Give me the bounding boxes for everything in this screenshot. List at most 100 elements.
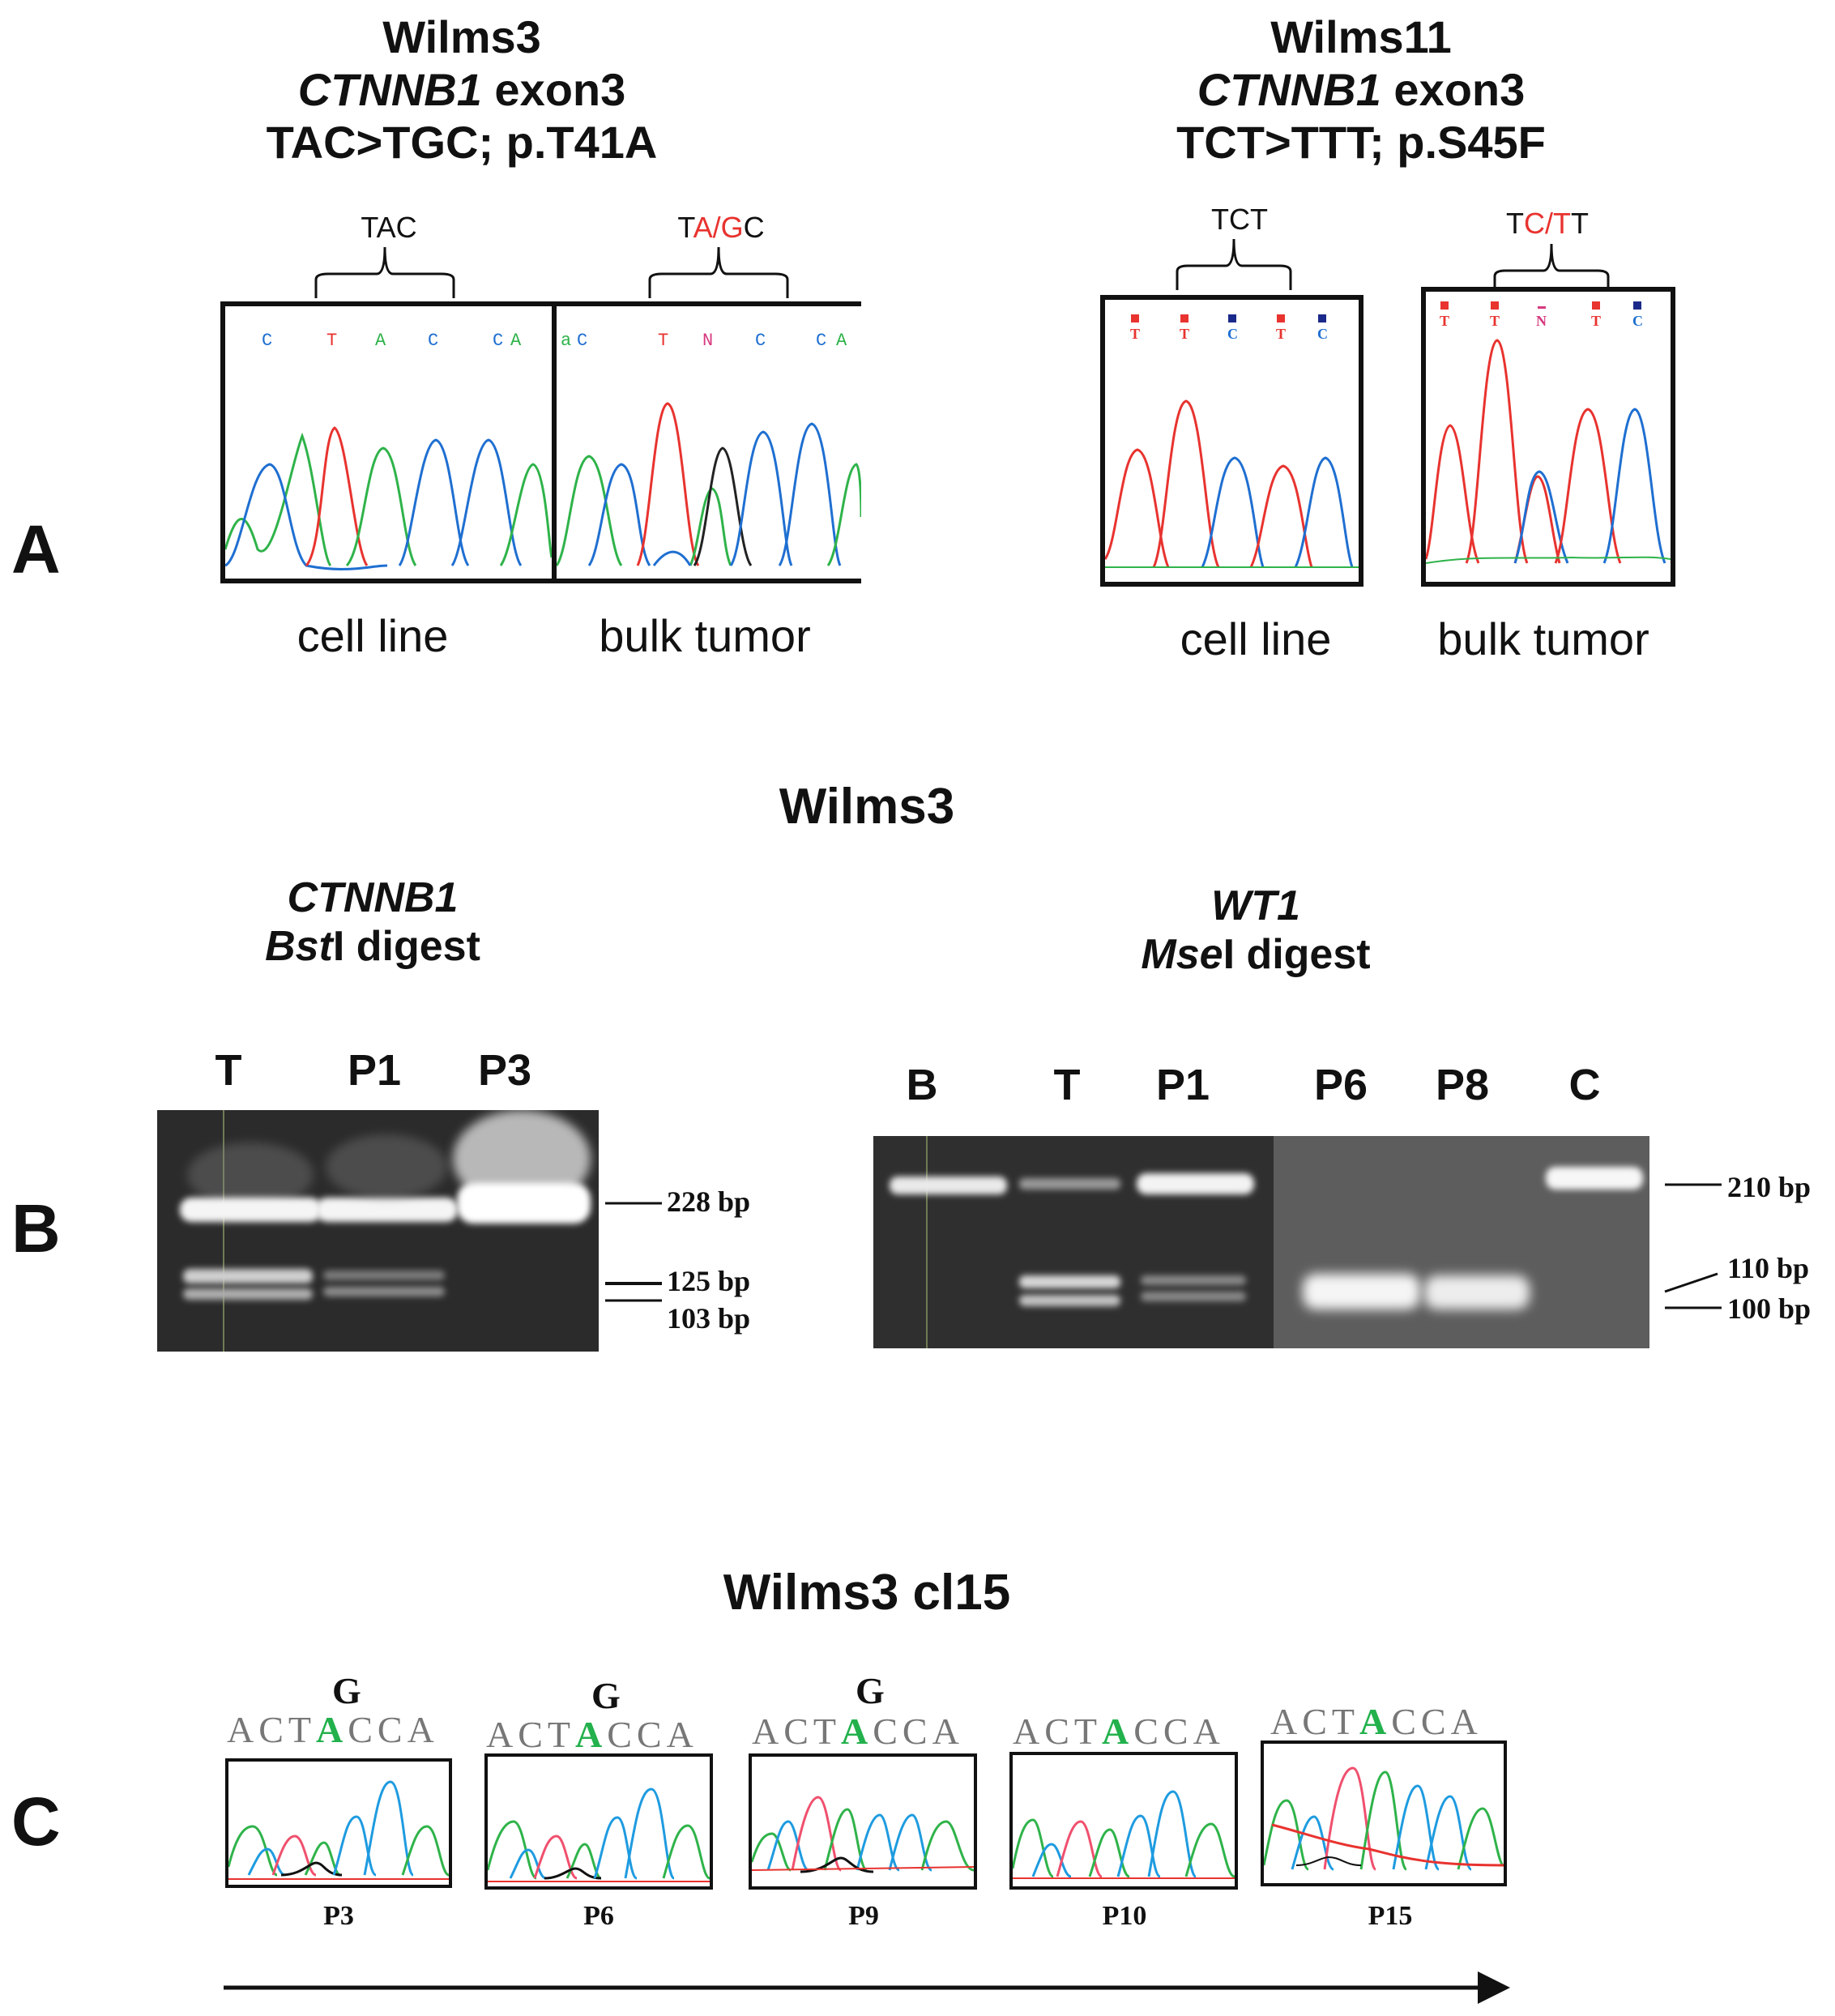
marker-110bp: 110 bp xyxy=(1727,1252,1810,1284)
codon-bracket xyxy=(648,246,789,298)
panel-b-heading: Wilms3 xyxy=(779,779,955,835)
codon-bracket xyxy=(1493,243,1610,295)
base-calls: a C T N C C A xyxy=(561,331,847,351)
codon-label-bulk-tumor: TA/GC xyxy=(677,211,765,244)
marker-103bp: 103 bp xyxy=(667,1302,751,1335)
svg-text:C: C xyxy=(428,331,438,351)
svg-text:C: C xyxy=(1317,326,1328,342)
chromatogram-wilms3-bulk-tumor: a C T N C C A xyxy=(552,301,861,583)
codon-label-cell-line: TAC xyxy=(361,211,417,244)
gene-exon: CTNNB1 exon3 xyxy=(1197,63,1526,115)
variant-base-g: G xyxy=(856,1670,885,1711)
svg-text:C: C xyxy=(1227,326,1238,342)
chromatogram-p9 xyxy=(749,1753,977,1890)
chromatogram-p10 xyxy=(1009,1752,1238,1890)
svg-text:T: T xyxy=(1440,313,1449,329)
passage-timeline-arrow xyxy=(224,1971,1510,2004)
chromatogram-wilms11-cell-line: T T C T C xyxy=(1100,295,1363,587)
svg-text:C: C xyxy=(577,331,587,351)
mutation-label: TAC>TGC; p.T41A xyxy=(266,116,658,168)
svg-text:T: T xyxy=(1490,313,1500,329)
sample-name: Wilms3 xyxy=(382,11,541,62)
caption-bulk-tumor: bulk tumor xyxy=(1437,613,1649,664)
chromatogram-wilms3-cell-line: C T A C C A xyxy=(220,301,557,583)
base-calls: C T A C C A xyxy=(262,331,522,351)
lane-label-t: T xyxy=(215,1046,242,1095)
panel-c-letter: C xyxy=(11,1783,61,1860)
svg-text:a: a xyxy=(561,331,571,351)
marker-100bp: 100 bp xyxy=(1727,1292,1812,1325)
passage-label-p10: P10 xyxy=(1102,1901,1147,1931)
gel-ctnnb1-bsti xyxy=(157,1110,599,1352)
lane-label-p8: P8 xyxy=(1435,1061,1490,1109)
svg-text:T: T xyxy=(1130,326,1140,342)
codon-label-bulk-tumor: TC/TT xyxy=(1506,207,1589,240)
svg-text:C: C xyxy=(816,331,826,351)
chromatogram-wilms11-bulk-tumor: T T N T C xyxy=(1421,287,1675,587)
svg-text:A: A xyxy=(836,331,847,351)
marker-228bp: 228 bp xyxy=(667,1185,751,1218)
lane-label-c: C xyxy=(1568,1061,1601,1109)
passage-label-p15: P15 xyxy=(1368,1901,1413,1931)
marker-125bp: 125 bp xyxy=(667,1265,751,1297)
panel-a-left-title: Wilms3 CTNNB1 exon3 TAC>TGC; p.T41A xyxy=(170,11,753,169)
svg-text:A: A xyxy=(375,331,386,351)
caption-bulk-tumor: bulk tumor xyxy=(599,610,811,661)
gene-label: CTNNB1 xyxy=(287,874,459,921)
sample-name: Wilms11 xyxy=(1270,11,1452,62)
mutation-label: TCT>TTT; p.S45F xyxy=(1176,116,1546,168)
lane-label-p3: P3 xyxy=(477,1046,532,1095)
lane-label-b: B xyxy=(906,1061,938,1109)
gene-exon: CTNNB1 exon3 xyxy=(297,63,626,115)
chromatogram-p3 xyxy=(225,1758,452,1888)
panel-a-letter: A xyxy=(11,511,61,587)
base-calls: T T N T C xyxy=(1440,301,1643,329)
sequence-read: ACTACCA xyxy=(1013,1711,1225,1752)
svg-text:N: N xyxy=(1536,313,1547,329)
panel-b-right-title: WT1 MseI digest xyxy=(1069,882,1442,980)
codon-bracket xyxy=(314,246,455,298)
lane-label-p6: P6 xyxy=(1313,1061,1368,1109)
lane-label-t: T xyxy=(1053,1061,1081,1109)
sequence-read: ACTACCA xyxy=(752,1711,964,1752)
panel-c-heading: Wilms3 cl15 xyxy=(723,1565,1011,1621)
marker-ticks xyxy=(605,1202,662,1302)
svg-text:C: C xyxy=(262,331,272,351)
svg-text:C: C xyxy=(755,331,766,351)
gene-label: WT1 xyxy=(1211,882,1300,929)
chromatogram-p15 xyxy=(1261,1741,1507,1886)
caption-cell-line: cell line xyxy=(297,610,449,661)
lane-label-p1: P1 xyxy=(1155,1061,1210,1109)
passage-label-p9: P9 xyxy=(848,1901,879,1931)
marker-ticks xyxy=(1664,1183,1722,1309)
svg-text:T: T xyxy=(1276,326,1286,342)
svg-text:T: T xyxy=(1180,326,1189,342)
chromatogram-p6 xyxy=(484,1753,713,1890)
codon-label-cell-line: TCT xyxy=(1211,203,1268,236)
sequence-read: ACTACCA xyxy=(227,1709,439,1750)
svg-text:C: C xyxy=(1632,313,1643,329)
marker-210bp: 210 bp xyxy=(1727,1171,1812,1203)
svg-text:N: N xyxy=(702,331,713,351)
variant-base-g: G xyxy=(591,1675,621,1716)
svg-text:T: T xyxy=(326,331,337,351)
svg-text:C: C xyxy=(493,331,503,351)
lane-label-p1: P1 xyxy=(347,1046,402,1095)
enzyme-label: MseI digest xyxy=(1141,931,1371,979)
panel-b-left-title: CTNNB1 BstI digest xyxy=(186,873,559,972)
passage-label-p6: P6 xyxy=(583,1901,614,1931)
sequence-read: ACTACCA xyxy=(1270,1701,1483,1742)
panel-b-letter: B xyxy=(11,1190,61,1266)
enzyme-label: BstI digest xyxy=(265,923,480,971)
caption-cell-line: cell line xyxy=(1180,613,1332,664)
base-calls: T T C T C xyxy=(1130,314,1328,342)
svg-text:A: A xyxy=(510,331,522,351)
gel-wt1-msei xyxy=(873,1136,1649,1348)
sequence-read: ACTACCA xyxy=(486,1714,698,1755)
svg-text:T: T xyxy=(658,331,668,351)
panel-a-right-title: Wilms11 CTNNB1 exon3 TCT>TTT; p.S45F xyxy=(1069,11,1653,169)
codon-bracket xyxy=(1176,238,1292,290)
svg-text:T: T xyxy=(1591,313,1601,329)
variant-base-g: G xyxy=(332,1670,361,1711)
passage-label-p3: P3 xyxy=(323,1901,354,1931)
